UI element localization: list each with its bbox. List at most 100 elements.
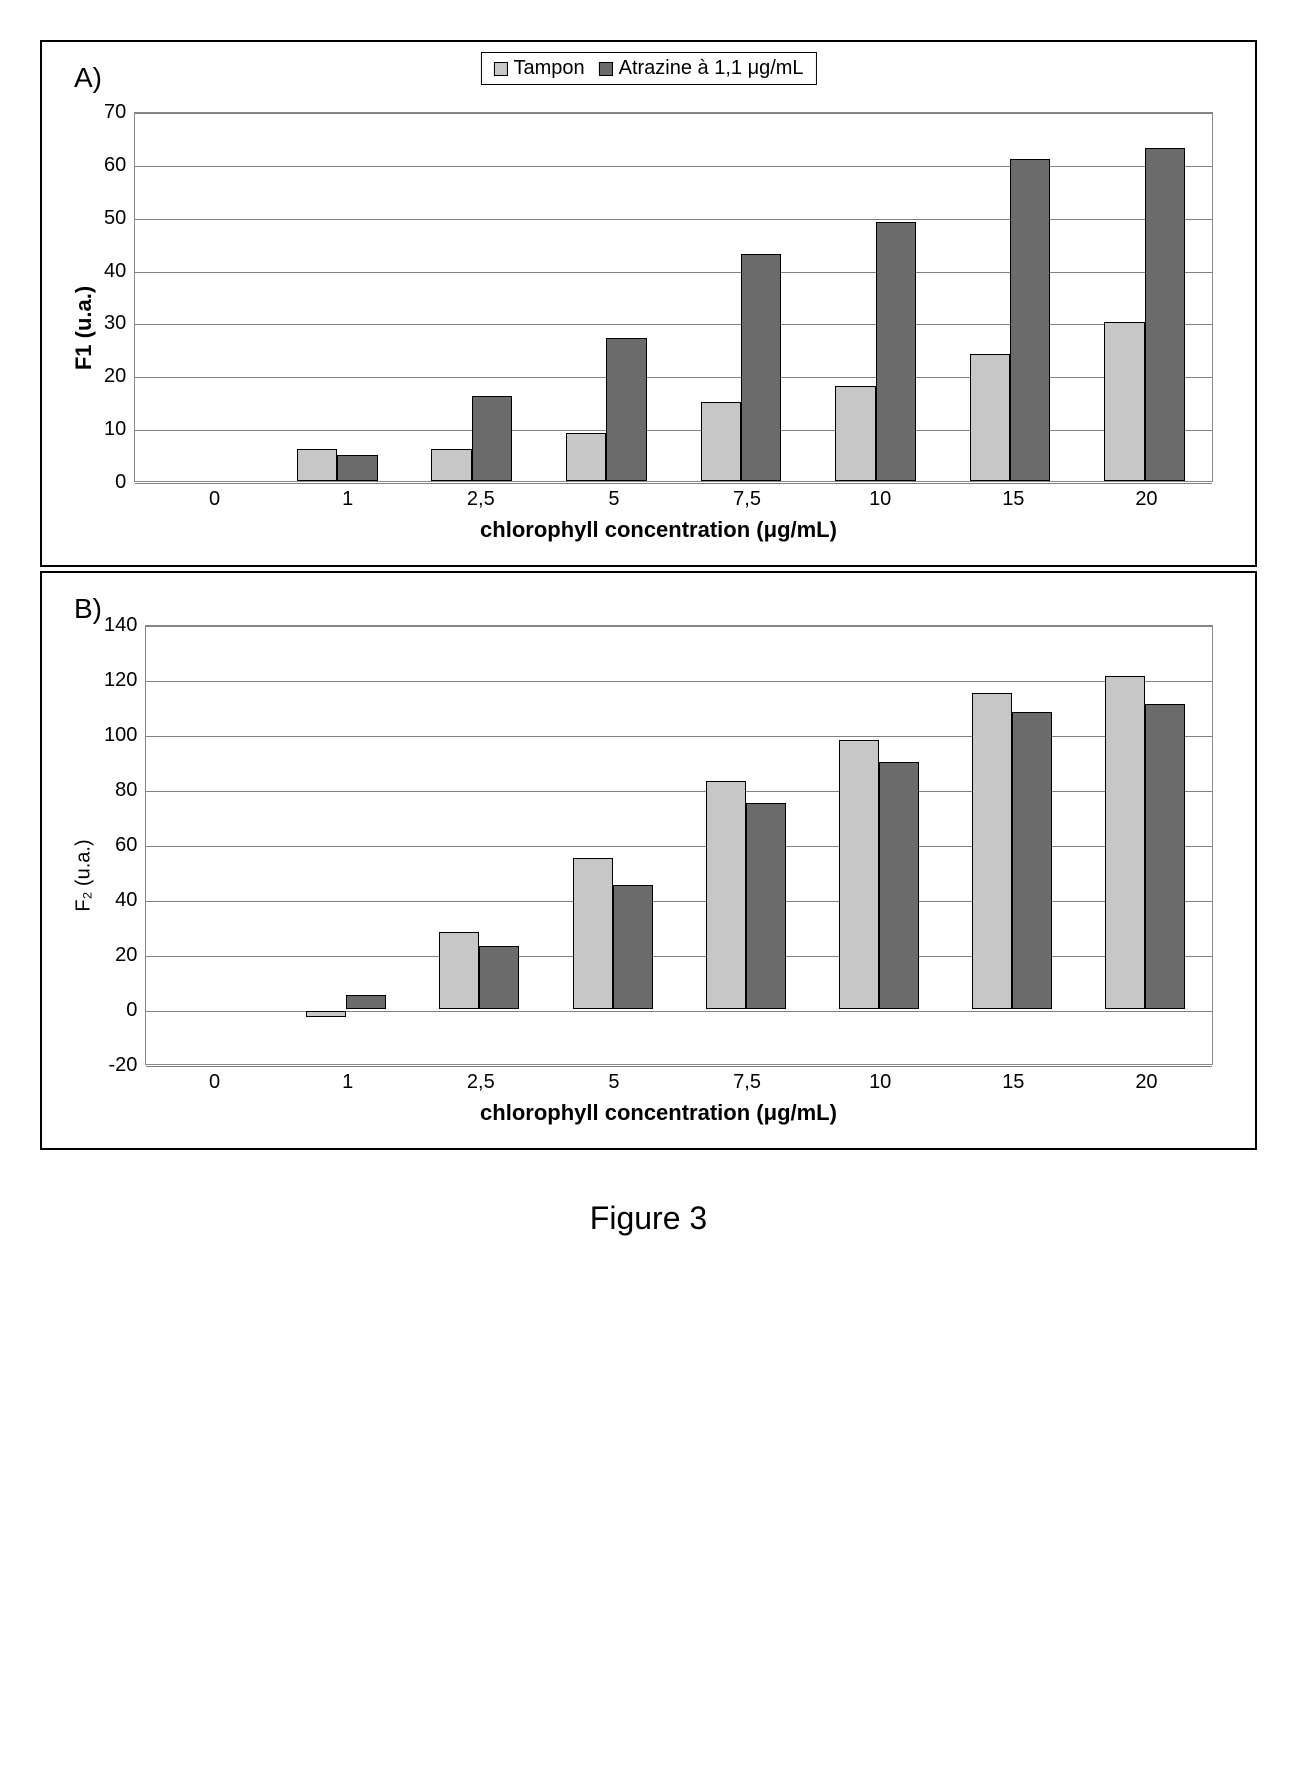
bar-pair [306,626,386,1064]
xticks-pad [104,1065,148,1094]
legend-label-series2: Atrazine à 1,1 μg/mL [619,57,804,80]
legend-label-series1: Tampon [513,57,584,80]
figure-3-panel-a-outer: A) Tampon Atrazine à 1,1 μg/mL F1 (u.a.)… [40,40,1257,567]
xticks-pad [104,482,148,511]
legend-box: Tampon Atrazine à 1,1 μg/mL [480,52,816,85]
bar-pair [701,113,782,481]
bar-series2 [879,762,919,1010]
chart-a-yticks: 706050403020100 [104,112,134,482]
bar-series2 [613,885,653,1009]
chart-a-ylabel: F1 (u.a.) [64,112,104,543]
bar-series2 [1145,148,1185,481]
chart-a-xrow: 012,557,5101520 [104,482,1213,511]
xtick-label: 1 [281,482,414,511]
category-slot [280,626,413,1064]
category-slot [808,113,943,481]
category-slot [1079,626,1212,1064]
chart-a-xticks: 012,557,5101520 [148,482,1213,511]
category-slot [546,626,679,1064]
xtick-label: 20 [1080,482,1213,511]
chart-b-xticks: 012,557,5101520 [148,1065,1213,1094]
category-slot [812,626,945,1064]
xtick-label: 15 [947,482,1080,511]
chart-b-ylabel: F₂ (u.a.) [64,625,104,1126]
panel-a-label: A) [74,62,102,94]
bar-pair [439,626,519,1064]
chart-b-plot-row: 140120100806040200-20 [104,625,1213,1065]
xtick-label: 2,5 [414,482,547,511]
bar-series1 [972,693,1012,1009]
category-slot [146,626,279,1064]
bar-pair [706,626,786,1064]
category-slot [679,626,812,1064]
bar-pair [173,626,253,1064]
bar-pair [431,113,512,481]
grid-line [135,483,1212,484]
bar-series2 [746,803,786,1009]
bar-pair [566,113,647,481]
chart-a-plot-area: 706050403020100 012,557,5101520 chloroph… [104,112,1213,543]
legend-item-atrazine: Atrazine à 1,1 μg/mL [599,57,804,80]
category-slot [1077,113,1212,481]
figure-caption: Figure 3 [40,1200,1257,1237]
bar-series1 [431,449,471,481]
chart-b-plot-wrap: F₂ (u.a.) 140120100806040200-20 012,557,… [64,625,1213,1126]
category-slot [946,626,1079,1064]
legend-swatch-series1 [493,62,507,76]
chart-b-yticks: 140120100806040200-20 [104,625,145,1065]
bar-pair [573,626,653,1064]
bar-series1 [306,1011,346,1017]
legend-swatch-series2 [599,62,613,76]
bar-pair [970,113,1051,481]
figure-3-panel-b-outer: B) F₂ (u.a.) 140120100806040200-20 012,5… [40,571,1257,1150]
bar-series1 [835,386,875,481]
bar-pair [1105,626,1185,1064]
xtick-label: 7,5 [681,482,814,511]
xtick-label: 0 [148,1065,281,1094]
chart-b-xlabel: chlorophyll concentration (μg/mL) [104,1100,1213,1126]
xtick-label: 5 [547,482,680,511]
bar-series2 [1010,159,1050,481]
bar-series1 [706,781,746,1009]
panel-b-label: B) [74,593,102,625]
xtick-label: 15 [947,1065,1080,1094]
chart-b-box: B) F₂ (u.a.) 140120100806040200-20 012,5… [44,575,1253,1146]
bar-series1 [1105,676,1145,1009]
xtick-label: 5 [547,1065,680,1094]
category-slot [413,626,546,1064]
chart-a-plot-wrap: F1 (u.a.) 706050403020100 012,557,510152… [64,112,1213,543]
chart-a-plot-row: 706050403020100 [104,112,1213,482]
bar-series2 [741,254,781,481]
bar-pair [839,626,919,1064]
chart-a-plot [134,112,1213,482]
category-slot [135,113,270,481]
chart-a-xlabel: chlorophyll concentration (μg/mL) [104,517,1213,543]
category-slot [404,113,539,481]
bar-series1 [970,354,1010,481]
xtick-label: 10 [814,1065,947,1094]
xtick-label: 2,5 [414,1065,547,1094]
bar-pair [972,626,1052,1064]
bars-layer [135,113,1212,481]
bars-layer [146,626,1212,1064]
bar-series2 [1012,712,1052,1009]
bar-pair [1104,113,1185,481]
bar-series1 [839,740,879,1010]
bar-series1 [566,433,606,481]
bar-series1 [701,402,741,481]
bar-series1 [439,932,479,1009]
bar-series2 [472,396,512,481]
xtick-label: 10 [814,482,947,511]
bar-series2 [876,222,916,481]
category-slot [674,113,809,481]
chart-b-plot [145,625,1213,1065]
bar-pair [835,113,916,481]
bar-series2 [346,995,386,1009]
xtick-label: 1 [281,1065,414,1094]
category-slot [270,113,405,481]
xtick-label: 20 [1080,1065,1213,1094]
bar-series2 [337,455,377,481]
bar-series1 [297,449,337,481]
grid-line [146,1066,1212,1067]
bar-series1 [573,858,613,1009]
